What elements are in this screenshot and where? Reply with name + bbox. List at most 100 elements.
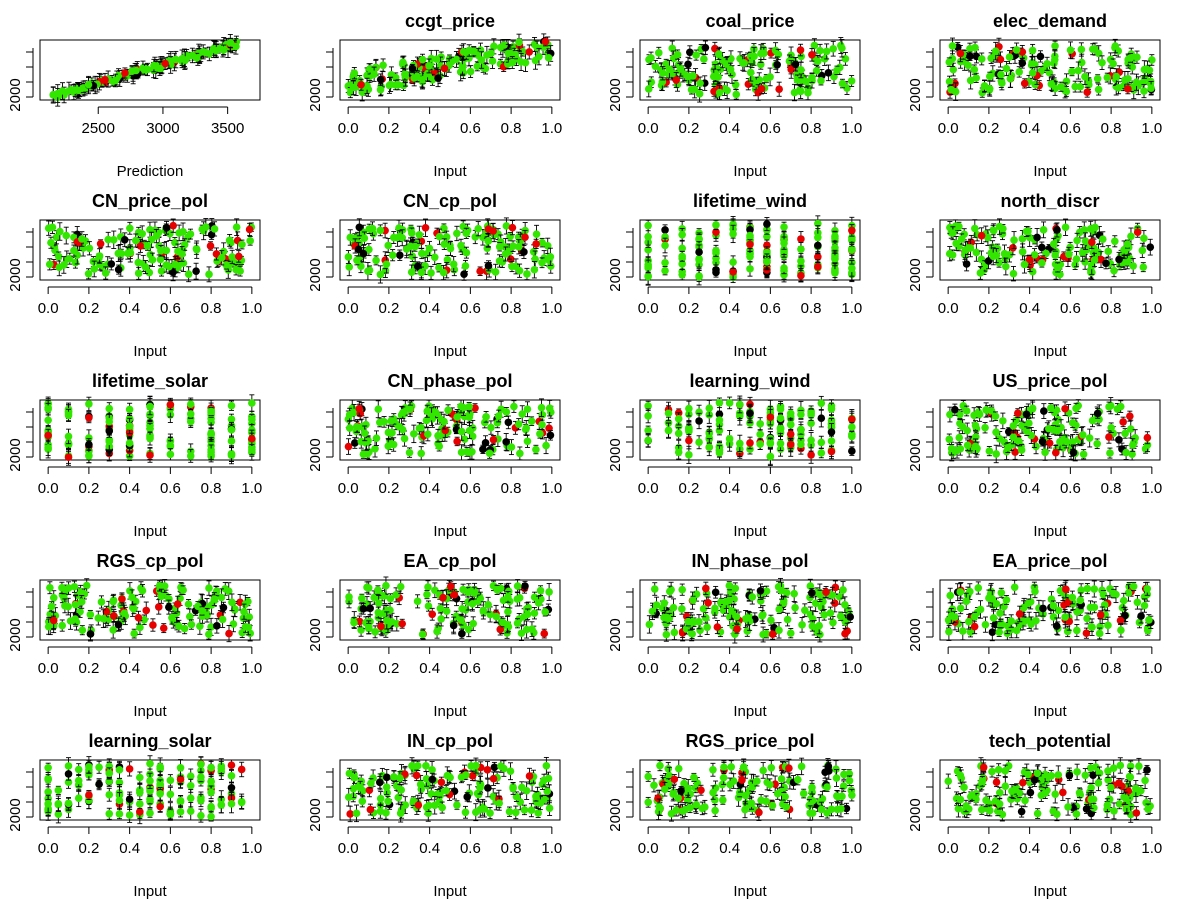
data-point [666, 65, 674, 73]
x-tick-label: 0.0 [938, 120, 959, 137]
data-point [949, 42, 957, 50]
data-point [1029, 60, 1037, 68]
x-tick-label: 1.0 [1141, 300, 1162, 317]
data-point [978, 256, 986, 264]
data-point [148, 236, 156, 244]
data-point [1010, 236, 1018, 244]
data-point [792, 60, 800, 68]
data-point [1078, 59, 1086, 67]
x-axis-label: Prediction [117, 163, 184, 180]
data-point [228, 415, 236, 423]
x-tick-label: 0.2 [78, 480, 99, 497]
data-point [971, 225, 979, 233]
data-point [763, 258, 771, 266]
x-tick-label: 0.4 [419, 120, 440, 137]
data-point [1029, 47, 1037, 55]
data-point [1065, 251, 1073, 259]
data-point [185, 270, 193, 278]
data-point [833, 67, 841, 75]
data-point [189, 52, 197, 60]
data-point [418, 269, 426, 277]
data-point [228, 253, 236, 261]
data-point [396, 251, 404, 259]
data-point [797, 257, 805, 265]
data-point [763, 220, 771, 228]
x-tick-label: 0.0 [38, 300, 59, 317]
data-point [715, 50, 723, 58]
data-point [1038, 259, 1046, 267]
data-point [945, 58, 953, 66]
held-out-point [1088, 238, 1096, 246]
data-point [1133, 78, 1141, 86]
data-point [839, 80, 847, 88]
data-point [1115, 84, 1123, 92]
held-out-point [758, 85, 766, 93]
data-point [971, 66, 979, 74]
data-point [780, 239, 788, 247]
x-tick-label: 0.4 [1019, 300, 1040, 317]
data-point [345, 253, 353, 261]
data-point [369, 225, 377, 233]
y-tick-label: 2000 [607, 78, 624, 111]
held-out-point [797, 46, 805, 54]
data-point [372, 257, 380, 265]
data-point [661, 242, 669, 250]
y-tick-label: 2000 [607, 258, 624, 291]
data-point [538, 259, 546, 267]
data-point [358, 88, 366, 96]
data-point [516, 267, 524, 275]
held-out-point [97, 240, 105, 248]
data-point [78, 235, 86, 243]
data-point [848, 246, 856, 254]
data-point [85, 81, 93, 89]
data-point [829, 45, 837, 53]
data-point [483, 244, 491, 252]
data-point [674, 51, 682, 59]
data-point [1095, 86, 1103, 94]
held-out-point [957, 50, 965, 58]
x-tick-label: 0.6 [760, 120, 781, 137]
data-point [60, 261, 68, 269]
data-point [104, 236, 112, 244]
data-point [1057, 83, 1065, 91]
data-point [440, 269, 448, 277]
x-tick-label: 1.0 [541, 300, 562, 317]
panel-CN_price_pol: CN_price_pol 0.0 0.2 0.4 0.6 0.8 1.0 2000 Input [7, 191, 262, 360]
data-point [773, 61, 781, 69]
data-point [1037, 53, 1045, 61]
data-point [986, 85, 994, 93]
data-point [1081, 73, 1089, 81]
data-point [1023, 228, 1031, 236]
data-point [421, 262, 429, 270]
x-tick-label: 0.2 [678, 300, 699, 317]
data-point [248, 399, 256, 407]
panel-title: CN_cp_pol [403, 191, 497, 211]
data-point [434, 74, 442, 82]
data-point [530, 248, 538, 256]
data-point [1002, 263, 1010, 271]
data-point [1063, 77, 1071, 85]
data-point [132, 237, 140, 245]
data-point [220, 46, 228, 54]
held-out-point [246, 226, 254, 234]
y-tick-label: 2000 [307, 78, 324, 111]
data-point [996, 223, 1004, 231]
data-point [814, 234, 822, 242]
held-out-point [169, 222, 177, 230]
panel-lifetime_solar: lifetime_solar0.0 0.2 0.4 0.6 0.8 1.02000Inpu… [7, 371, 262, 540]
y-tick-label: 2000 [307, 258, 324, 291]
held-out-point [808, 51, 816, 59]
x-tick-label: 0.8 [201, 300, 222, 317]
data-point [533, 44, 541, 52]
data-point [1062, 223, 1070, 231]
x-axis-label: Input [1033, 163, 1067, 180]
points [644, 216, 855, 285]
data-point [972, 74, 980, 82]
data-point [842, 55, 850, 63]
panel-CN_cp_pol: CN_cp_pol0.0 0.2 0.4 0.6 0.8 1.02000Input [307, 191, 562, 360]
data-point [1051, 42, 1059, 50]
data-point [418, 250, 426, 258]
x-axis-label: Input [433, 343, 467, 360]
data-point [695, 273, 703, 281]
held-out-point [1124, 85, 1132, 93]
